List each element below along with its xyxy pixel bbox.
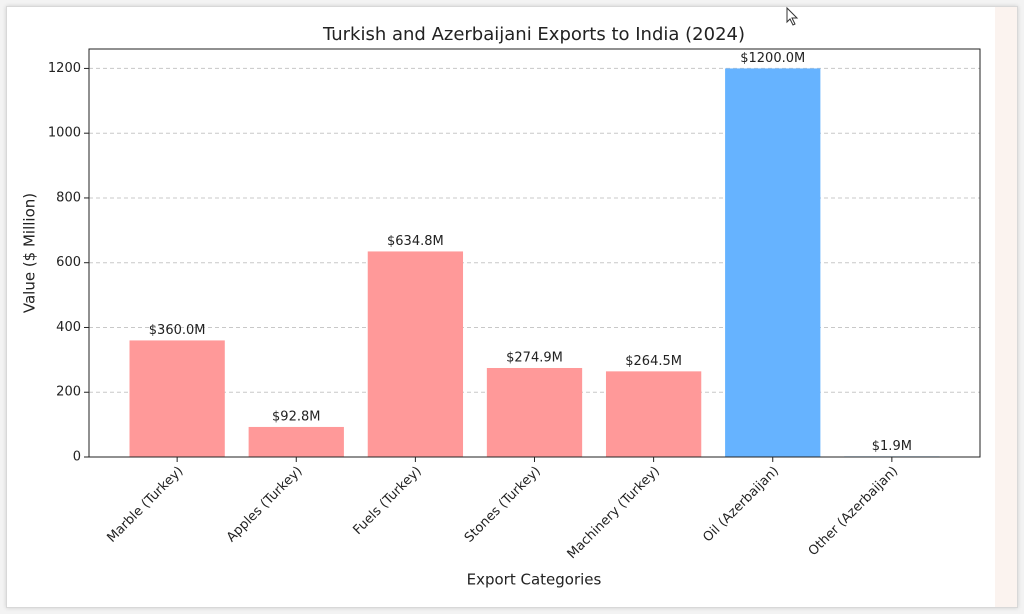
y-tick-label: 1000 xyxy=(48,126,81,141)
value-label: $360.0M xyxy=(149,323,206,338)
x-tick-label: Marble (Turkey) xyxy=(104,464,186,546)
x-tick-label: Stones (Turkey) xyxy=(462,464,544,546)
x-tick-label: Other (Azerbaijan) xyxy=(806,464,901,559)
y-axis-label: Value ($ Million) xyxy=(21,193,39,313)
value-label: $634.8M xyxy=(387,234,444,249)
y-tick-label: 400 xyxy=(56,320,81,335)
y-tick-label: 1200 xyxy=(48,61,81,76)
window xyxy=(6,6,1018,608)
bar xyxy=(725,68,821,457)
y-tick-label: 600 xyxy=(56,255,81,270)
value-label: $264.5M xyxy=(625,354,682,369)
value-label: $274.9M xyxy=(506,350,563,365)
y-tick-label: 800 xyxy=(56,190,81,205)
y-tick-label: 200 xyxy=(56,385,81,400)
bar xyxy=(486,367,583,457)
x-tick-label: Fuels (Turkey) xyxy=(350,464,424,538)
bar xyxy=(367,251,464,457)
plot-frame xyxy=(88,48,981,458)
x-tick-label: Apples (Turkey) xyxy=(224,464,306,546)
bar xyxy=(248,426,344,457)
x-tick-label: Machinery (Turkey) xyxy=(565,464,663,562)
x-axis-label: Export Categories xyxy=(467,571,602,589)
bar xyxy=(605,371,702,457)
chart-title: Turkish and Azerbaijani Exports to India… xyxy=(322,24,745,45)
bar xyxy=(129,340,225,457)
cursor xyxy=(786,6,799,26)
value-label: $1.9M xyxy=(872,439,912,454)
y-tick-label: 0 xyxy=(73,450,81,465)
value-label: $92.8M xyxy=(272,409,320,424)
x-tick-label: Oil (Azerbaijan) xyxy=(700,464,782,546)
side-strip xyxy=(995,7,1017,607)
value-label: $1200.0M xyxy=(740,51,805,66)
